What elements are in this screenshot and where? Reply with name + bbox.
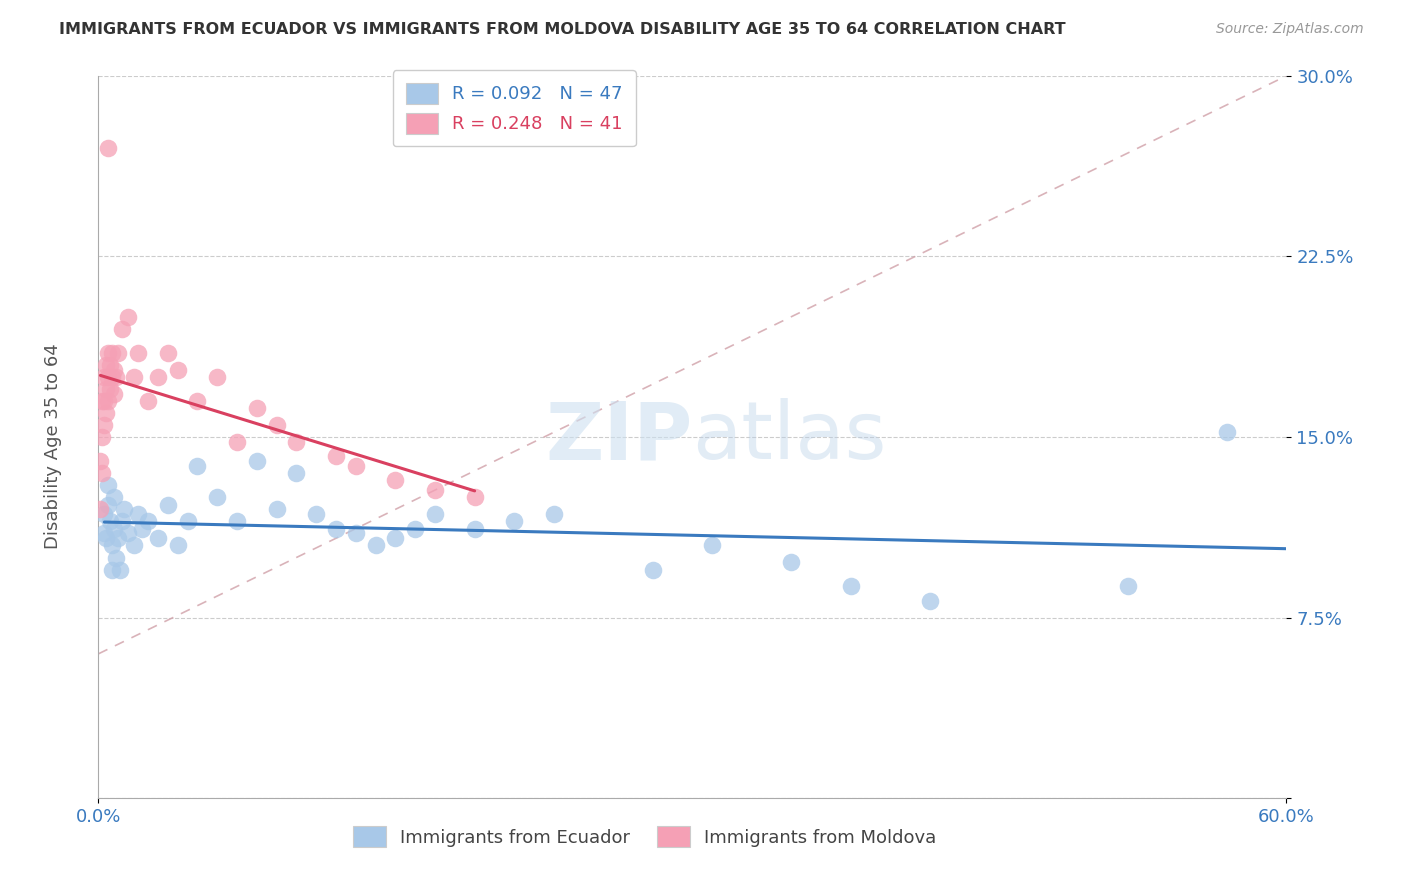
Point (93, 507, 115, 521)
Point (96, 382, 118, 396)
Point (1116, 579, 1139, 593)
Point (404, 522, 426, 536)
Point (641, 562, 664, 576)
Point (89, 502, 111, 516)
Point (146, 369, 169, 384)
Point (136, 514, 159, 528)
Point (156, 498, 179, 512)
Point (266, 417, 288, 432)
Point (103, 362, 125, 376)
Point (285, 434, 308, 449)
Point (97, 393, 120, 408)
Text: Disability Age 35 to 64: Disability Age 35 to 64 (45, 343, 62, 549)
Point (97, 369, 120, 384)
Point (226, 514, 249, 528)
Point (105, 369, 128, 384)
Point (103, 490, 125, 504)
Point (176, 514, 198, 528)
Point (205, 490, 228, 504)
Point (91, 430, 114, 444)
Point (111, 514, 134, 528)
Text: ZIP: ZIP (546, 398, 692, 476)
Point (103, 386, 125, 401)
Point (1216, 425, 1239, 440)
Point (122, 538, 145, 552)
Point (96, 531, 118, 545)
Point (186, 458, 208, 473)
Point (127, 507, 149, 521)
Point (423, 507, 446, 521)
Point (93, 393, 115, 408)
Point (543, 507, 565, 521)
Point (226, 434, 249, 449)
Point (122, 369, 145, 384)
Point (156, 345, 179, 359)
Point (246, 401, 269, 416)
Point (107, 345, 129, 359)
Text: atlas: atlas (692, 398, 887, 476)
Point (325, 450, 347, 464)
Point (780, 555, 803, 569)
Point (91, 393, 114, 408)
Point (98, 358, 121, 372)
Point (101, 345, 124, 359)
Point (96, 406, 118, 420)
Point (108, 562, 131, 576)
Point (423, 483, 446, 497)
Point (384, 474, 406, 488)
Point (96, 358, 118, 372)
Point (702, 538, 724, 552)
Point (384, 531, 406, 545)
Point (101, 369, 124, 384)
Point (503, 514, 526, 528)
Point (97, 345, 120, 359)
Point (91, 466, 114, 480)
Point (107, 531, 129, 545)
Point (98, 514, 121, 528)
Point (325, 522, 347, 536)
Point (98, 382, 121, 396)
Text: IMMIGRANTS FROM ECUADOR VS IMMIGRANTS FROM MOLDOVA DISABILITY AGE 35 TO 64 CORRE: IMMIGRANTS FROM ECUADOR VS IMMIGRANTS FR… (59, 22, 1066, 37)
Point (920, 594, 942, 608)
Point (166, 538, 188, 552)
Point (464, 490, 486, 504)
Point (205, 369, 228, 384)
Point (117, 526, 139, 541)
Point (93, 417, 115, 432)
Point (112, 502, 135, 516)
Point (117, 310, 139, 324)
Point (97, 478, 120, 492)
Point (127, 345, 149, 359)
Point (97, 498, 120, 512)
Point (93, 526, 115, 541)
Point (266, 502, 288, 516)
Point (105, 550, 128, 565)
Point (166, 362, 188, 376)
Point (305, 507, 328, 521)
Point (464, 522, 486, 536)
Point (93, 369, 115, 384)
Point (136, 393, 159, 408)
Point (103, 522, 125, 536)
Text: Source: ZipAtlas.com: Source: ZipAtlas.com (1216, 22, 1364, 37)
Point (246, 454, 269, 468)
Point (131, 522, 153, 536)
Point (111, 321, 134, 335)
Point (285, 466, 308, 480)
Point (97, 141, 120, 155)
Point (344, 458, 367, 473)
Point (146, 531, 169, 545)
Point (89, 454, 111, 468)
Point (186, 393, 208, 408)
Point (364, 538, 387, 552)
Legend: Immigrants from Ecuador, Immigrants from Moldova: Immigrants from Ecuador, Immigrants from… (346, 819, 943, 855)
Point (839, 579, 862, 593)
Point (101, 562, 124, 576)
Point (101, 538, 124, 552)
Point (344, 526, 367, 541)
